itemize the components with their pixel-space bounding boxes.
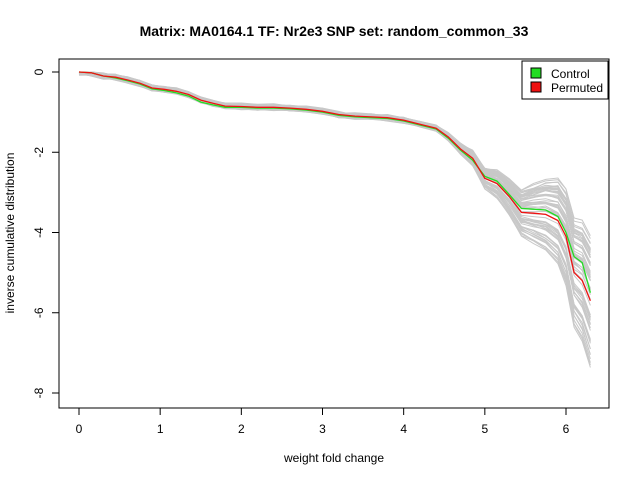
y-tick-label: 0 [32,68,46,75]
y-axis: 0 -2 -4 -6 -8 [32,68,60,398]
legend-swatch-permuted [530,81,542,93]
y-tick-label: -4 [32,227,46,238]
x-tick-label: 2 [238,422,245,436]
legend-box [521,60,609,100]
y-tick-label: -2 [32,147,46,158]
chart-title: Matrix: MA0164.1 TF: Nr2e3 SNP set: rand… [140,23,529,39]
x-tick-label: 0 [76,422,83,436]
x-tick-label: 5 [481,422,488,436]
legend: Control Permuted [521,60,609,100]
x-tick-label: 6 [563,422,570,436]
x-tick-label: 3 [319,422,326,436]
series-line-control [78,71,592,293]
series-line-permuted [78,71,592,301]
y-tick-label: -6 [32,307,46,318]
legend-swatch-control [530,67,542,79]
legend-label-control: Control [551,67,590,81]
legend-label-permuted: Permuted [551,81,603,95]
y-tick-label: -8 [32,387,46,398]
x-tick-label: 1 [157,422,164,436]
y-axis-label: inverse cumulative distribution [3,153,17,314]
background-line [79,71,591,251]
x-tick-label: 4 [400,422,407,436]
x-axis: 0 1 2 3 4 5 6 [76,407,570,436]
x-axis-label: weight fold change [283,451,384,465]
series-lines [78,71,592,301]
